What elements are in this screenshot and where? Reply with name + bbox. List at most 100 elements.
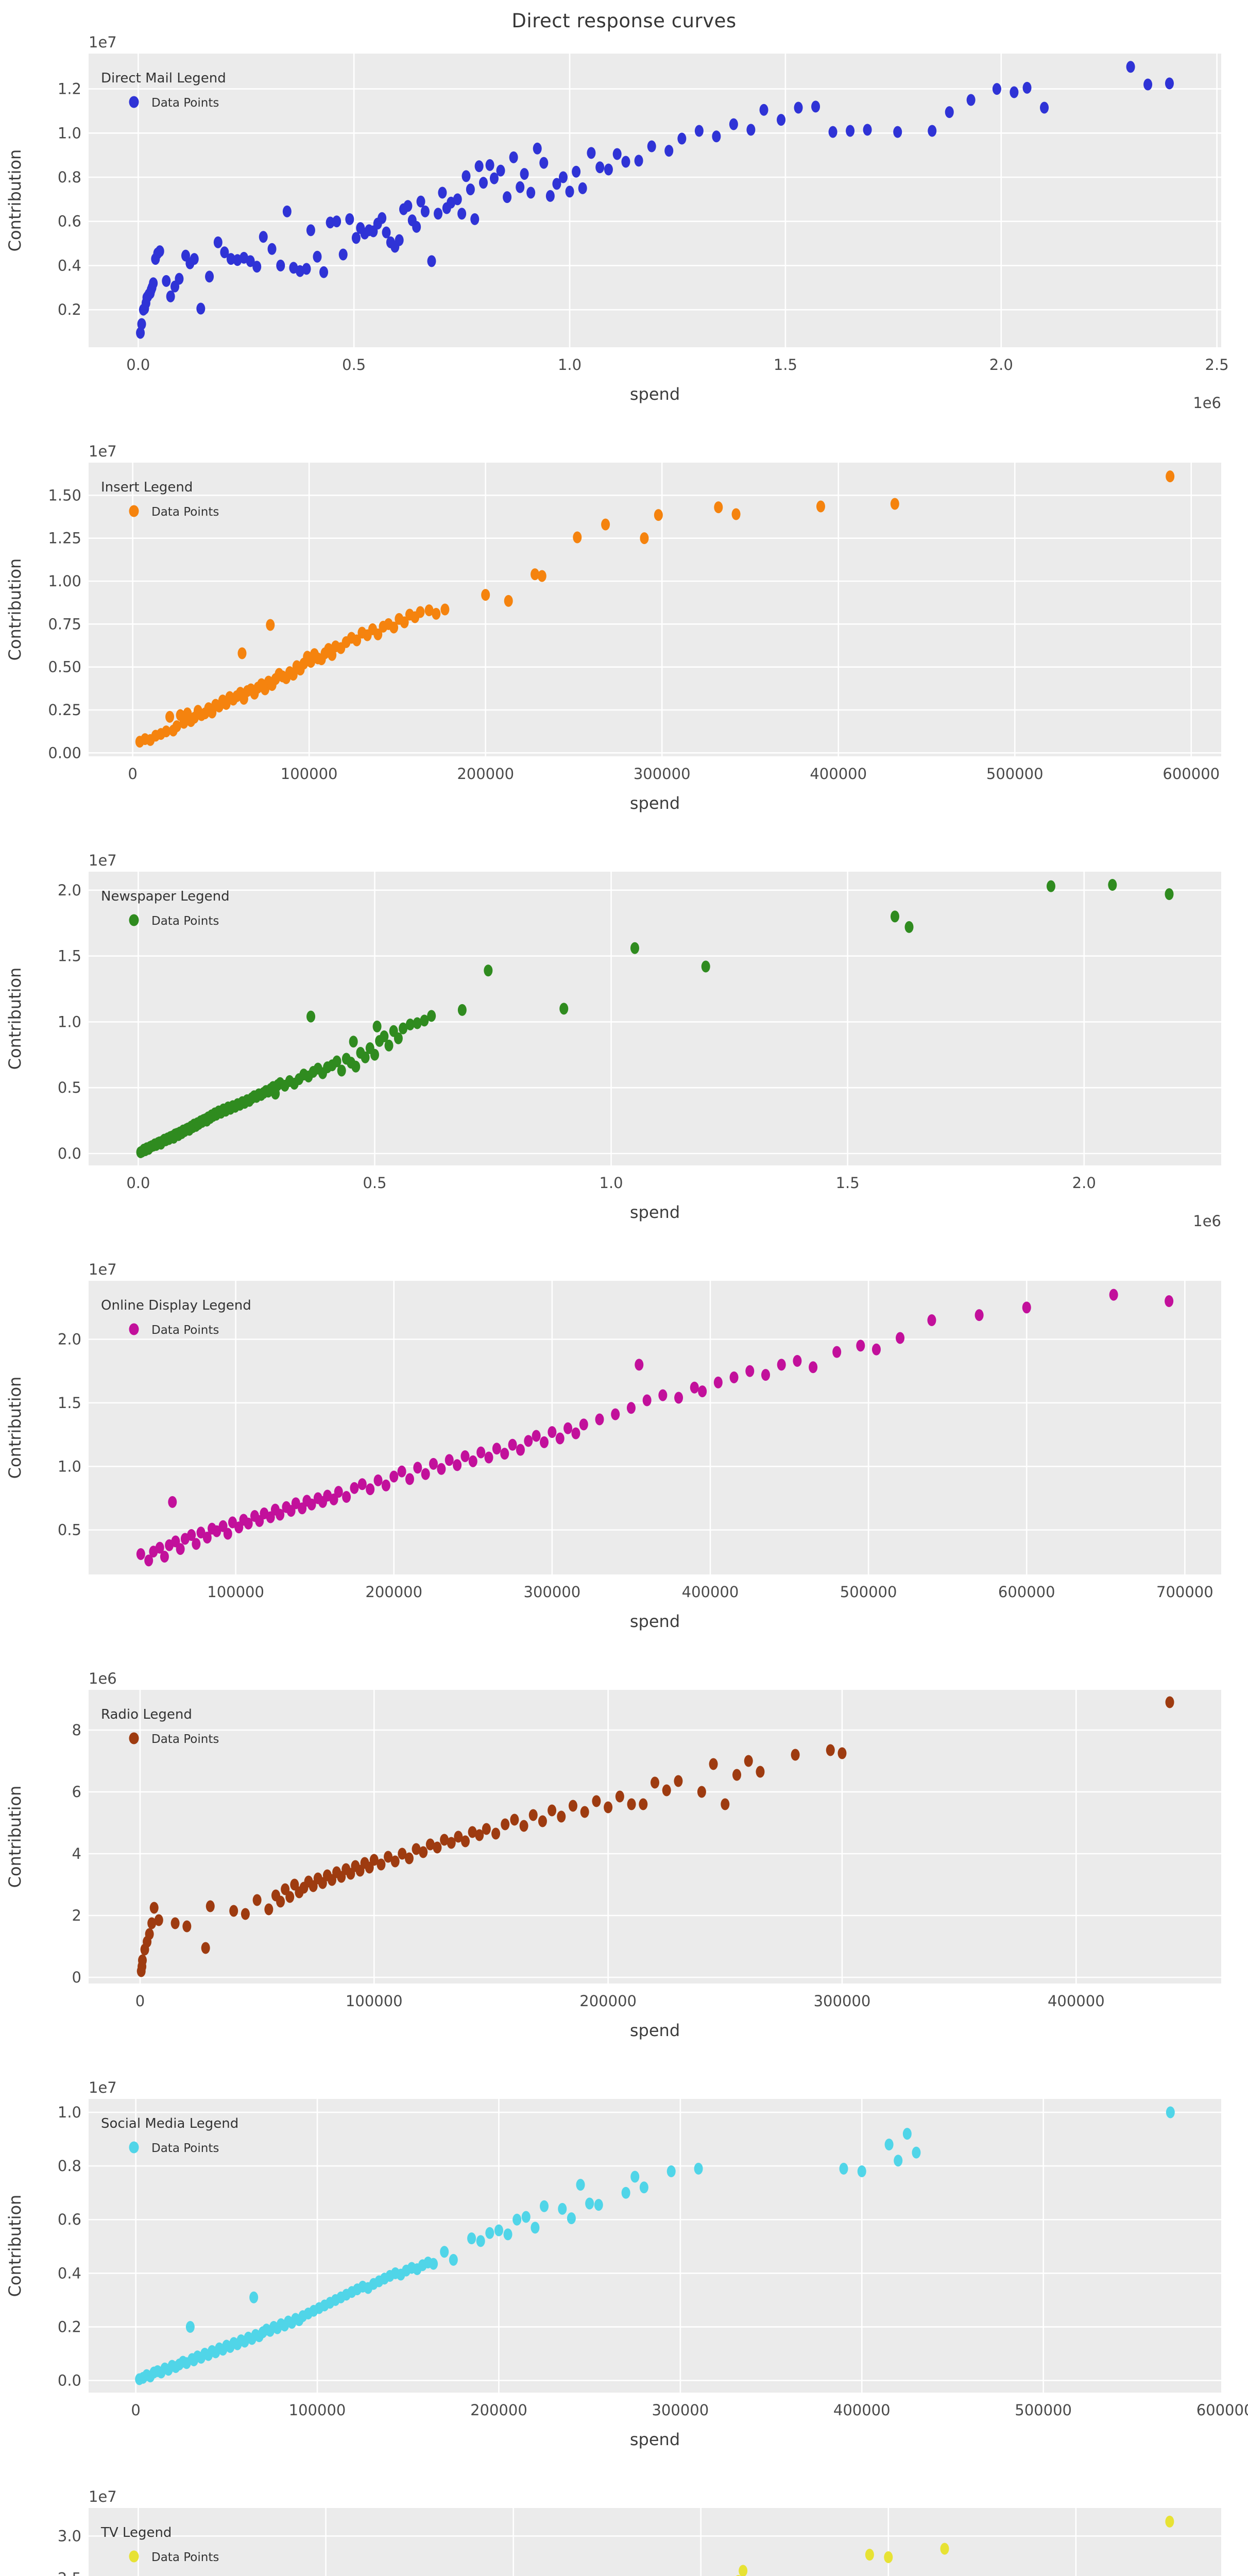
- scatter-point: [884, 2551, 893, 2564]
- scatter-point: [666, 2165, 676, 2178]
- gridlines: [89, 2099, 1226, 2393]
- legend-title: Social Media Legend: [101, 2116, 238, 2131]
- gridlines: [89, 872, 1221, 1165]
- scatter-point: [587, 147, 596, 159]
- legend-title: Online Display Legend: [101, 1298, 251, 1313]
- scatter-point: [390, 1855, 400, 1868]
- y-tick-label: 0.2: [58, 301, 81, 318]
- scatter-point: [345, 213, 354, 225]
- scatter-point: [729, 118, 738, 130]
- scatter-point: [196, 302, 206, 315]
- scatter-point: [479, 177, 488, 189]
- scatter-point: [244, 1517, 253, 1530]
- x-tick-label: 100000: [289, 2401, 346, 2419]
- y-tick-label: 0.2: [58, 2318, 81, 2335]
- scatter-point: [531, 568, 540, 581]
- scatter-point: [437, 1463, 446, 1475]
- scatter-point: [475, 1829, 484, 1841]
- y-tick-label: 1.2: [58, 80, 81, 98]
- y-tick-label: 1.0: [58, 1458, 81, 1475]
- scatter-point: [1109, 1289, 1118, 1301]
- scatter-point: [794, 101, 803, 114]
- scatter-point: [828, 126, 837, 138]
- scatter-point: [205, 270, 214, 283]
- scatter-point: [512, 2213, 522, 2226]
- x-axis-label: spend: [630, 1202, 680, 1222]
- y-axis-label: Contribution: [5, 2195, 25, 2297]
- scatter-point: [557, 1810, 566, 1823]
- scatter-point: [419, 1846, 428, 1858]
- scatter-point: [372, 1020, 382, 1032]
- legend-title: Insert Legend: [101, 480, 193, 495]
- scatter-point: [397, 1465, 406, 1478]
- scatter-point: [382, 226, 391, 239]
- scatter-point: [634, 155, 643, 167]
- y-axis-offset-label: 1e6: [89, 1670, 117, 1687]
- scatter-point: [611, 1408, 620, 1420]
- legend-newspaper: Newspaper Legend Data Points: [101, 889, 230, 928]
- scatter-point: [170, 1917, 180, 1929]
- scatter-point: [592, 1795, 601, 1807]
- scatter-point: [467, 2232, 476, 2245]
- scatter-point: [662, 1784, 671, 1797]
- scatter-point: [162, 275, 171, 287]
- scatter-point: [664, 145, 674, 157]
- scatter-point: [912, 2146, 921, 2159]
- scatter-point: [884, 2138, 894, 2150]
- subplot-svg-online-display: 100000 200000 300000 400000 500000 600000 7000…: [5, 1261, 1221, 1631]
- scatter-point: [445, 1454, 454, 1466]
- scatter-point: [1143, 78, 1153, 91]
- y-axis-label: Contribution: [5, 1786, 25, 1888]
- plot-background: [89, 2508, 1221, 2576]
- scatter-point: [369, 1854, 379, 1866]
- legend-direct-mail: Direct Mail Legend Data Points: [101, 71, 226, 110]
- y-tick-label: 8: [72, 1721, 81, 1739]
- scatter-point: [945, 106, 954, 118]
- figure-title: Direct response curves: [511, 10, 737, 32]
- scatter-point: [568, 1800, 577, 1812]
- y-tick-label: 0.6: [58, 213, 81, 230]
- x-tick-label: 600000: [1162, 765, 1220, 783]
- y-tick-label: 3.0: [58, 2527, 81, 2545]
- x-tick-label: 500000: [1015, 2401, 1072, 2419]
- scatter-point: [470, 213, 480, 225]
- scatter-point: [739, 2565, 748, 2576]
- scatter-point: [149, 1902, 159, 1914]
- scatter-point: [793, 1354, 802, 1367]
- scatter-point: [416, 195, 425, 208]
- legend-item-label: Data Points: [151, 505, 219, 519]
- scatter-point: [326, 216, 335, 229]
- scatter-point: [334, 1486, 343, 1498]
- scatter-point: [332, 215, 341, 228]
- x-tick-label: 200000: [470, 2401, 527, 2419]
- scatter-point: [400, 616, 409, 629]
- scatter-point: [745, 1365, 755, 1377]
- scatter-point: [229, 1905, 238, 1917]
- scatter-point: [865, 2549, 874, 2561]
- x-tick-label: 0: [131, 2401, 140, 2419]
- scatter-point: [516, 1444, 525, 1456]
- scatter-point: [420, 1014, 429, 1027]
- scatter-point: [420, 205, 430, 217]
- scatter-point: [690, 1381, 699, 1394]
- scatter-point: [1165, 1696, 1174, 1708]
- scatter-point: [192, 1538, 201, 1550]
- charts-container: 0.0 0.5 1.0 1.5 2.0 2.5 0.2 0.4 0.6 0.8 1.0 1.2 1e7 1…: [0, 32, 1248, 2576]
- gridlines: [89, 1690, 1221, 1984]
- scatter-point: [338, 248, 348, 261]
- scatter-point: [532, 1430, 541, 1442]
- scatter-point: [149, 277, 158, 290]
- scatter-point: [627, 1798, 636, 1810]
- x-tick-label: 400000: [833, 2401, 891, 2419]
- scatter-point: [413, 1462, 422, 1474]
- scatter-point: [384, 1039, 394, 1052]
- scatter-point: [744, 1755, 753, 1767]
- scatter-point: [533, 142, 542, 155]
- scatter-point: [440, 1834, 449, 1846]
- scatter-point: [246, 255, 255, 267]
- scatter-point: [241, 1908, 250, 1920]
- x-tick-label: 300000: [652, 2401, 709, 2419]
- scatter-point: [639, 2181, 648, 2194]
- plot-background: [89, 2099, 1221, 2393]
- x-axis-label: spend: [630, 384, 680, 404]
